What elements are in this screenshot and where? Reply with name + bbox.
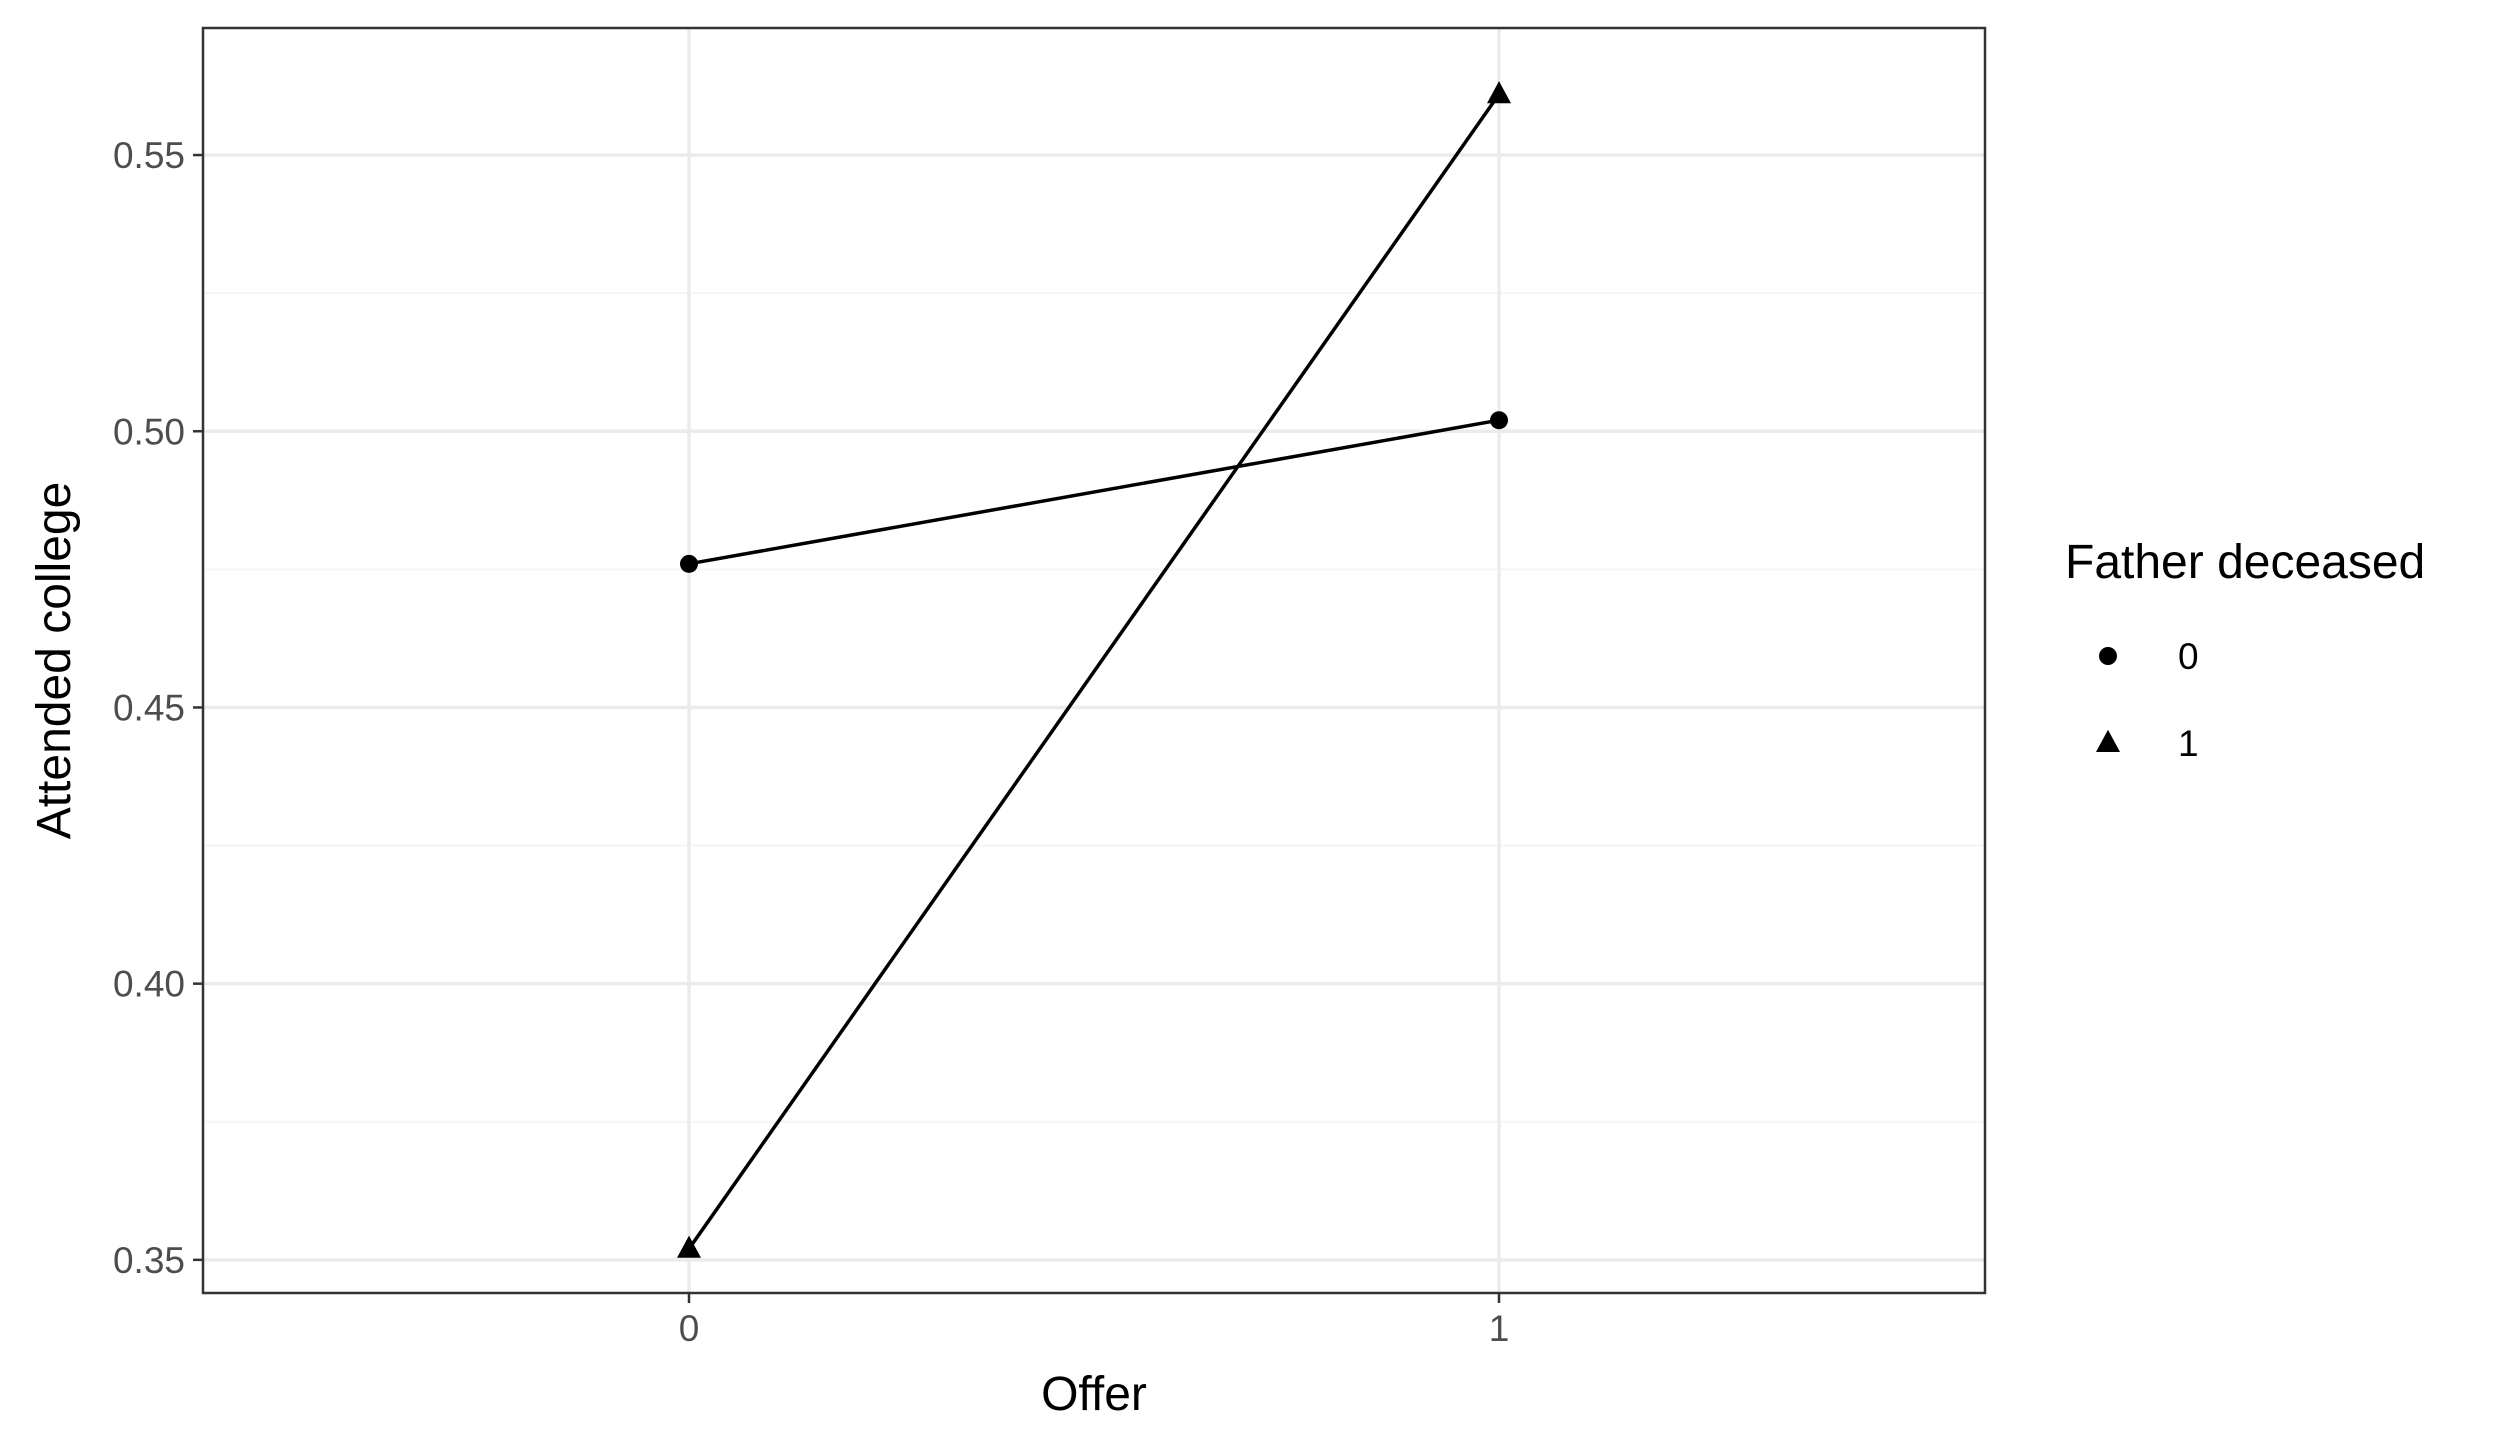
series-1 <box>677 81 1511 1258</box>
legend-triangle-key <box>2096 729 2120 752</box>
circle-point <box>1490 411 1508 430</box>
legend-label: 0 <box>2178 636 2199 677</box>
major-grid <box>203 28 1985 1293</box>
y-tick-label: 0.55 <box>113 135 185 176</box>
y-tick-label: 0.35 <box>113 1240 185 1281</box>
series-layer <box>677 81 1511 1258</box>
panel-border <box>201 26 1987 1295</box>
legend-circle-key <box>2099 647 2117 665</box>
legend-item: 1 <box>2096 723 2199 764</box>
legend-item: 0 <box>2099 636 2199 677</box>
legend-title: Father deceased <box>2065 536 2425 589</box>
triangle-point <box>1487 81 1511 104</box>
x-axis-title: Offer <box>1041 1368 1147 1421</box>
x-tick-label: 1 <box>1489 1308 1510 1349</box>
series-line <box>687 93 1501 1250</box>
y-tick-label: 0.45 <box>113 687 185 728</box>
legend: Father deceased 0 1 <box>2065 536 2425 764</box>
legend-label: 1 <box>2178 723 2199 764</box>
series-0 <box>680 411 1508 573</box>
triangle-point <box>677 1235 701 1258</box>
circle-point <box>680 554 698 573</box>
y-tick-label: 0.50 <box>113 411 185 452</box>
y-tick-label: 0.40 <box>113 964 185 1005</box>
x-tick-label: 0 <box>679 1308 700 1349</box>
y-axis-title: Attended college <box>28 482 81 840</box>
series-line <box>688 418 1500 566</box>
y-axis: 0.35 0.40 0.45 0.50 0.55 <box>113 135 203 1281</box>
minor-grid <box>203 292 1985 1123</box>
